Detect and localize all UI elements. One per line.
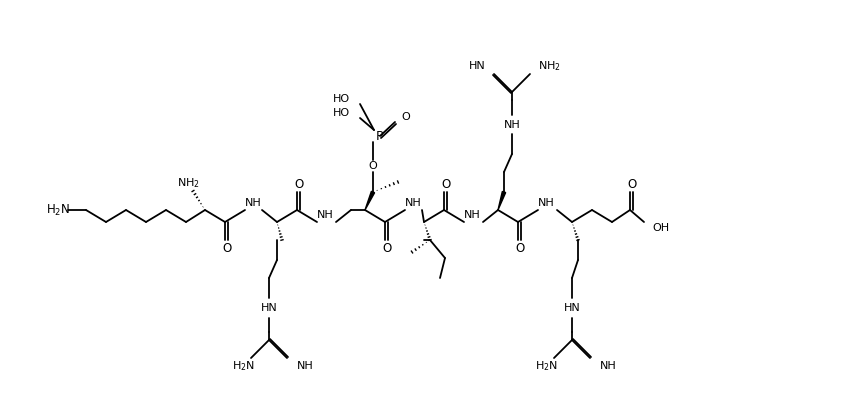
Text: O: O (382, 242, 392, 254)
Text: HN: HN (261, 303, 278, 313)
Text: NH: NH (245, 198, 262, 208)
Text: $\mathregular{NH_2}$: $\mathregular{NH_2}$ (176, 176, 199, 190)
Text: HO: HO (333, 94, 350, 104)
Text: NH: NH (504, 120, 521, 130)
Text: O: O (222, 242, 231, 254)
Text: $\mathregular{H_2N}$: $\mathregular{H_2N}$ (534, 359, 558, 373)
Polygon shape (498, 192, 506, 210)
Text: HO: HO (333, 108, 350, 118)
Text: HN: HN (469, 61, 486, 71)
Text: O: O (295, 178, 304, 190)
Text: $\mathregular{H_2N}$: $\mathregular{H_2N}$ (46, 202, 70, 218)
Text: O: O (369, 161, 377, 171)
Text: NH: NH (297, 361, 314, 371)
Text: NH: NH (538, 198, 555, 208)
Text: O: O (516, 242, 525, 254)
Text: $\mathregular{H_2N}$: $\mathregular{H_2N}$ (231, 359, 255, 373)
Text: OH: OH (652, 223, 669, 233)
Text: O: O (441, 178, 451, 190)
Text: NH: NH (600, 361, 617, 371)
Polygon shape (365, 191, 375, 210)
Text: NH: NH (463, 210, 480, 220)
Text: HN: HN (564, 303, 581, 313)
Text: $\mathregular{NH_2}$: $\mathregular{NH_2}$ (538, 59, 561, 73)
Text: NH: NH (316, 210, 333, 220)
Text: O: O (401, 112, 409, 122)
Text: NH: NH (404, 198, 421, 208)
Text: O: O (627, 178, 636, 190)
Text: P: P (376, 130, 384, 142)
